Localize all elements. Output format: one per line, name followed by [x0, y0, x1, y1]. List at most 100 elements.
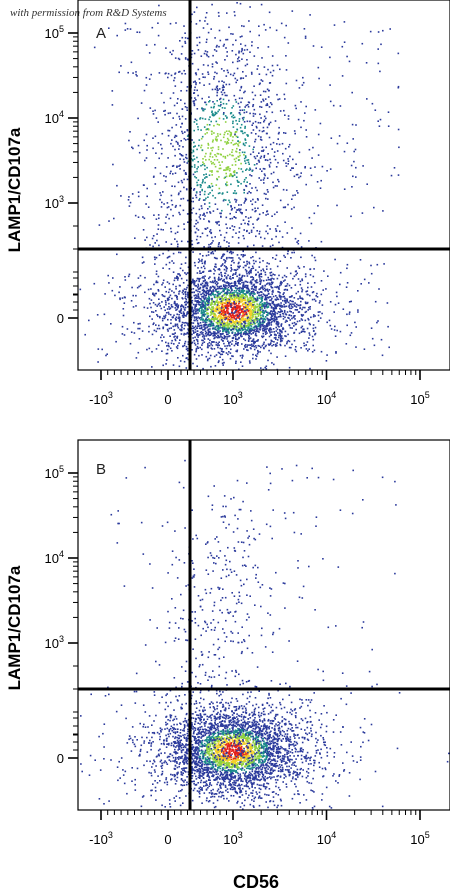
data-point	[355, 176, 357, 178]
data-point	[182, 354, 184, 357]
data-point	[254, 120, 257, 123]
data-point	[194, 118, 197, 121]
data-point	[329, 56, 331, 59]
data-point	[160, 92, 163, 94]
data-point	[198, 216, 201, 218]
data-point	[284, 98, 286, 100]
data-point	[311, 157, 313, 159]
data-point	[158, 302, 161, 305]
data-point	[248, 262, 251, 265]
data-point	[150, 299, 153, 301]
data-point	[269, 312, 271, 314]
data-point	[294, 309, 297, 311]
data-point	[213, 78, 215, 80]
data-point	[217, 312, 219, 314]
data-point	[243, 298, 246, 300]
data-point	[272, 319, 275, 322]
data-point	[265, 279, 268, 281]
data-point	[208, 334, 210, 337]
data-point	[303, 342, 305, 345]
data-point	[235, 309, 237, 312]
data-point	[221, 322, 224, 324]
data-point	[179, 213, 181, 216]
data-point	[108, 27, 110, 29]
data-point	[252, 299, 254, 302]
data-point	[259, 105, 261, 108]
data-point	[253, 244, 255, 247]
data-point	[243, 313, 246, 315]
data-point	[309, 308, 311, 310]
data-point	[203, 285, 206, 288]
data-point	[260, 139, 263, 141]
data-point	[281, 236, 284, 238]
data-point	[254, 286, 256, 289]
data-point	[252, 290, 254, 292]
data-point	[112, 163, 114, 166]
data-point	[203, 315, 205, 317]
data-point	[227, 282, 230, 285]
data-point	[241, 328, 243, 331]
data-point	[183, 137, 186, 140]
data-point	[300, 246, 303, 248]
data-point	[240, 182, 242, 185]
data-point	[238, 52, 240, 54]
data-point	[226, 166, 229, 168]
data-point	[229, 168, 231, 170]
data-point	[156, 327, 159, 330]
data-point	[321, 304, 324, 306]
data-point	[135, 294, 137, 297]
data-point	[180, 328, 183, 331]
data-point	[285, 285, 288, 287]
data-point	[278, 241, 280, 244]
data-point	[251, 208, 254, 211]
data-point	[237, 185, 239, 187]
data-point	[279, 230, 281, 233]
data-point	[157, 34, 160, 37]
data-point	[293, 304, 296, 306]
data-point	[181, 321, 184, 324]
data-point	[275, 326, 277, 329]
data-point	[234, 295, 237, 298]
data-point	[216, 62, 218, 64]
data-point	[193, 326, 196, 329]
data-point	[243, 324, 245, 327]
data-point	[244, 106, 246, 108]
data-point	[229, 201, 231, 204]
data-point	[207, 71, 209, 73]
data-point	[294, 132, 296, 135]
data-point	[152, 311, 155, 313]
data-point	[174, 73, 176, 75]
data-point	[222, 89, 224, 91]
data-point	[398, 146, 400, 149]
data-point	[197, 347, 199, 349]
data-point	[174, 232, 177, 235]
data-point	[252, 298, 255, 301]
data-point	[320, 46, 323, 48]
data-point	[237, 315, 239, 317]
data-point	[195, 349, 198, 351]
data-point	[196, 334, 198, 337]
data-point	[230, 132, 233, 134]
plot-frame-a	[77, 0, 450, 371]
data-point	[230, 257, 232, 259]
data-point	[295, 107, 297, 110]
data-point	[192, 313, 194, 316]
data-point	[230, 316, 232, 318]
data-point	[216, 327, 219, 329]
data-point	[261, 336, 264, 339]
data-point	[249, 331, 251, 334]
data-point	[268, 262, 270, 265]
data-point	[187, 341, 190, 343]
data-point	[242, 219, 245, 221]
data-point	[207, 193, 210, 195]
data-point	[183, 228, 186, 230]
data-point	[259, 288, 261, 290]
data-point	[236, 310, 239, 313]
data-point	[238, 118, 241, 120]
data-point	[234, 98, 237, 101]
data-point	[203, 290, 205, 292]
data-point	[192, 322, 195, 324]
data-point	[220, 91, 223, 93]
data-point	[304, 311, 307, 314]
data-point	[259, 157, 262, 159]
